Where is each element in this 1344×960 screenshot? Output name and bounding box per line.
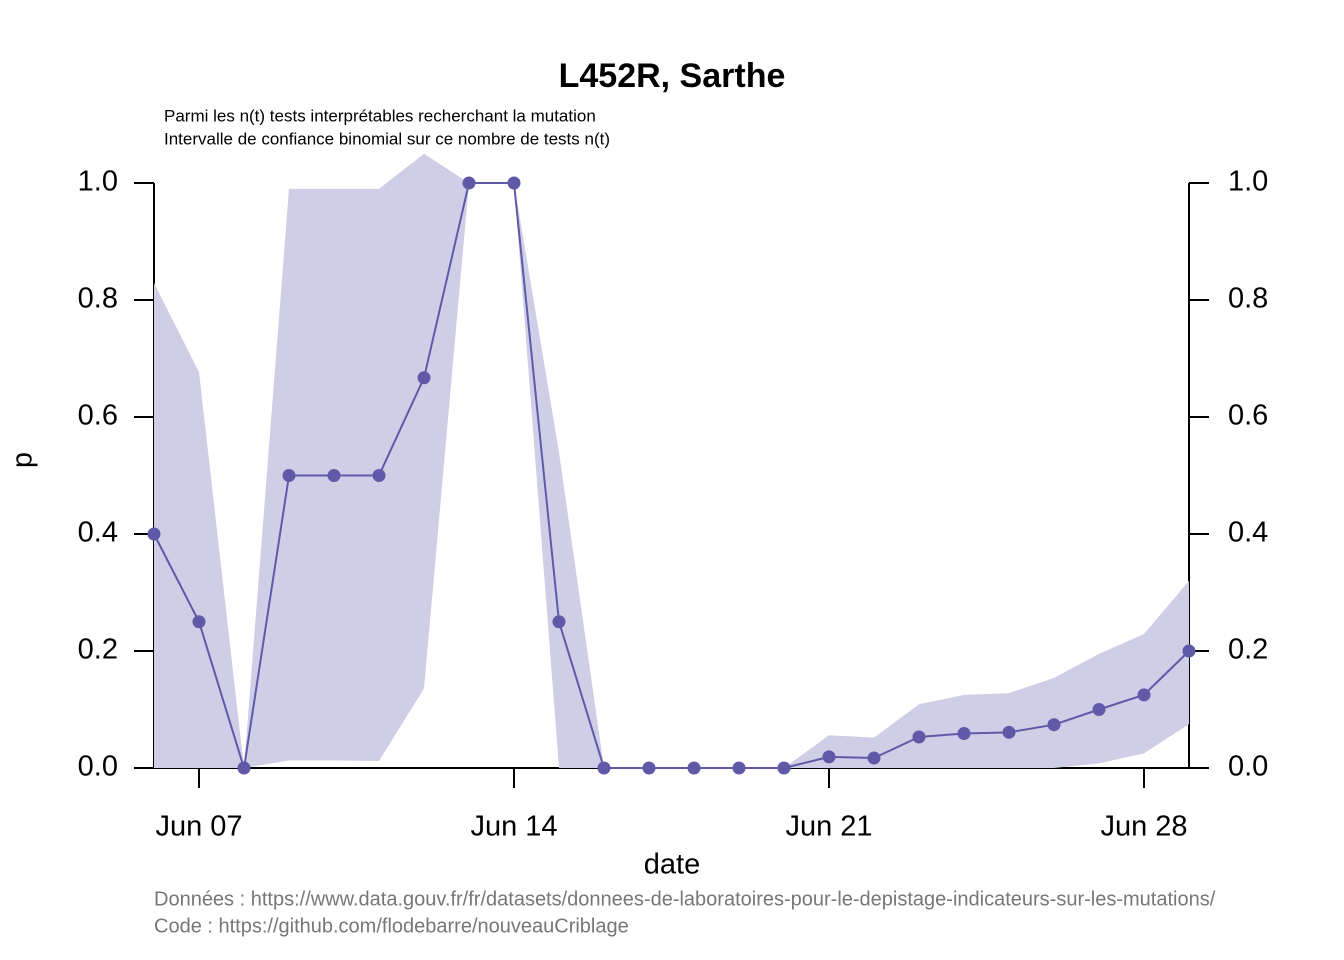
data-point xyxy=(642,761,656,775)
y2-tick-label: 0.2 xyxy=(1228,634,1268,666)
y-tick-label: 0.0 xyxy=(78,751,118,783)
y-axis-label: p xyxy=(7,452,39,468)
subtitle: Intervalle de confiance binomial sur ce … xyxy=(164,129,610,148)
x-tick-label: Jun 21 xyxy=(785,811,872,843)
y2-tick-label: 0.4 xyxy=(1228,517,1268,549)
data-point xyxy=(147,527,161,541)
data-point xyxy=(1092,703,1106,716)
y-tick-label: 0.4 xyxy=(78,517,118,549)
data-point xyxy=(687,761,701,775)
confidence-band xyxy=(154,153,1189,768)
y-tick-label: 0.2 xyxy=(78,634,118,666)
data-point xyxy=(912,730,926,744)
data-point xyxy=(1137,688,1151,702)
data-point xyxy=(507,176,521,190)
data-point xyxy=(597,761,611,775)
data-point xyxy=(1047,718,1061,732)
data-point xyxy=(237,761,251,775)
data-point xyxy=(327,469,341,482)
chart-title: L452R, Sarthe xyxy=(559,57,786,95)
x-tick-label: Jun 07 xyxy=(155,811,242,843)
data-point xyxy=(192,615,206,629)
data-point xyxy=(1002,725,1016,739)
footer: Données : https://www.data.gouv.fr/fr/da… xyxy=(154,888,1216,910)
data-point xyxy=(462,176,476,190)
y2-tick-label: 0.0 xyxy=(1228,751,1268,783)
data-point xyxy=(732,761,746,775)
data-point xyxy=(1182,644,1196,658)
data-point xyxy=(417,371,431,385)
data-point xyxy=(282,469,296,482)
y-tick-label: 0.8 xyxy=(78,283,118,315)
y-tick-label: 0.6 xyxy=(78,400,118,432)
y2-tick-label: 1.0 xyxy=(1228,166,1268,198)
y2-tick-label: 0.8 xyxy=(1228,283,1268,315)
y2-tick-label: 0.6 xyxy=(1228,400,1268,432)
data-point xyxy=(372,469,386,482)
data-point xyxy=(957,726,971,740)
footer: Code : https://github.com/flodebarre/nou… xyxy=(154,915,629,937)
series-line xyxy=(153,182,1190,769)
x-tick-label: Jun 14 xyxy=(470,811,557,843)
subtitle: Parmi les n(t) tests interprétables rech… xyxy=(164,106,596,125)
y-tick-label: 1.0 xyxy=(78,166,118,198)
x-tick-label: Jun 28 xyxy=(1100,811,1187,843)
plot-area xyxy=(154,153,1189,768)
x-axis-label: date xyxy=(644,849,700,881)
data-point xyxy=(777,761,791,775)
data-point xyxy=(822,750,836,764)
data-point xyxy=(552,615,566,629)
data-point xyxy=(867,751,881,765)
